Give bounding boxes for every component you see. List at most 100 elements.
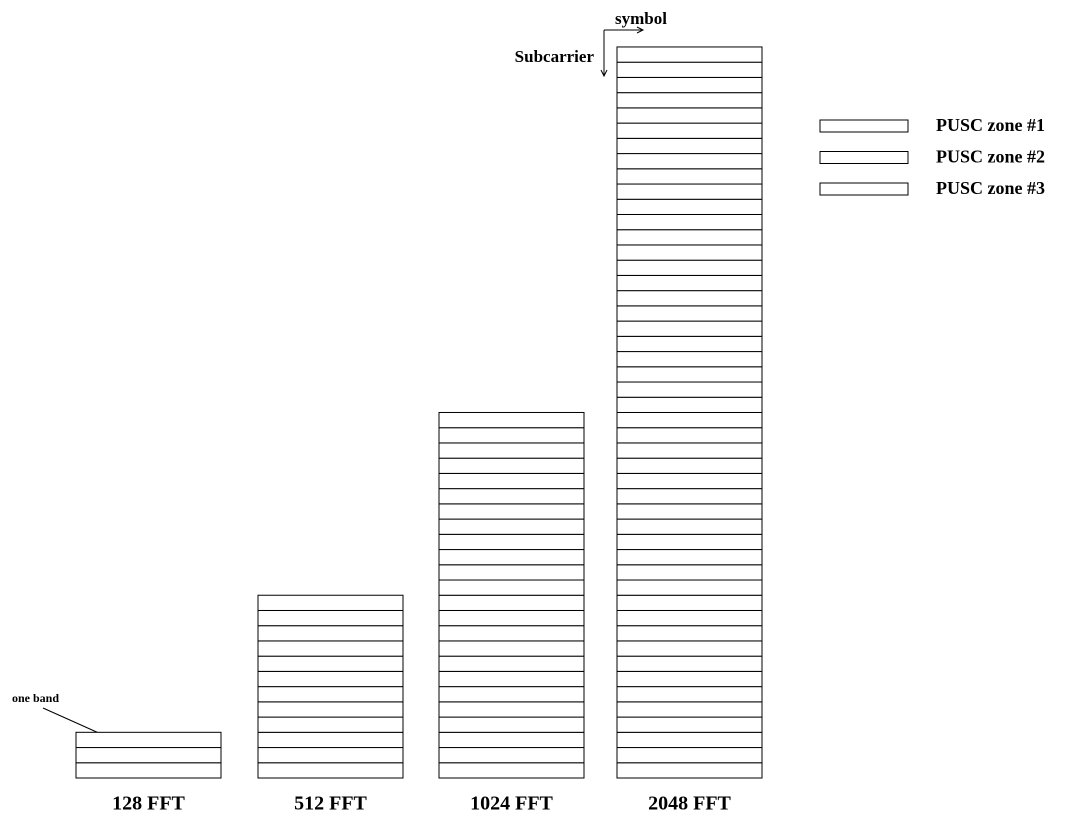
band bbox=[257, 731, 404, 749]
band bbox=[616, 747, 763, 764]
band bbox=[257, 625, 404, 642]
band bbox=[616, 670, 763, 688]
band bbox=[438, 472, 585, 490]
column-label: 1024 FFT bbox=[470, 793, 553, 815]
band bbox=[438, 442, 585, 459]
band bbox=[616, 640, 763, 657]
band bbox=[257, 640, 404, 657]
band bbox=[616, 46, 763, 63]
band bbox=[616, 290, 763, 307]
band bbox=[616, 381, 763, 398]
band bbox=[616, 518, 763, 535]
band bbox=[75, 747, 222, 764]
band bbox=[616, 457, 763, 474]
band bbox=[257, 716, 404, 733]
band bbox=[438, 579, 585, 596]
band bbox=[616, 107, 763, 124]
band bbox=[438, 518, 585, 535]
band bbox=[75, 762, 222, 779]
band bbox=[438, 503, 585, 520]
band bbox=[616, 625, 763, 642]
band bbox=[616, 549, 763, 566]
band bbox=[438, 427, 585, 444]
legend-label: PUSC zone #1 bbox=[936, 115, 1045, 135]
band bbox=[616, 427, 763, 444]
band bbox=[257, 655, 404, 672]
band bbox=[616, 198, 763, 215]
column-label: 512 FFT bbox=[294, 793, 367, 815]
column-label: 2048 FFT bbox=[648, 793, 731, 815]
band bbox=[616, 137, 763, 155]
band bbox=[616, 488, 763, 505]
band bbox=[616, 153, 763, 170]
symbol-arrow bbox=[604, 26, 645, 34]
band bbox=[438, 625, 585, 642]
band bbox=[616, 701, 763, 718]
band bbox=[438, 533, 585, 551]
band bbox=[257, 670, 404, 688]
legend-swatch bbox=[819, 182, 909, 196]
band bbox=[616, 92, 763, 109]
band bbox=[616, 503, 763, 520]
band bbox=[438, 564, 585, 581]
band bbox=[438, 411, 585, 429]
band bbox=[438, 655, 585, 672]
band bbox=[616, 76, 763, 94]
band bbox=[616, 183, 763, 200]
band bbox=[616, 320, 763, 337]
band bbox=[616, 274, 763, 292]
band bbox=[438, 594, 585, 611]
band bbox=[616, 731, 763, 749]
band bbox=[616, 594, 763, 611]
band bbox=[616, 366, 763, 383]
band bbox=[616, 442, 763, 459]
band bbox=[616, 579, 763, 596]
band bbox=[616, 213, 763, 231]
band bbox=[616, 305, 763, 322]
band bbox=[616, 244, 763, 261]
band bbox=[616, 122, 763, 139]
band bbox=[616, 762, 763, 779]
band bbox=[257, 609, 404, 627]
band bbox=[616, 655, 763, 672]
band bbox=[438, 609, 585, 627]
legend-label: PUSC zone #3 bbox=[936, 178, 1045, 198]
legend-label: PUSC zone #2 bbox=[936, 147, 1045, 167]
band bbox=[257, 762, 404, 779]
band bbox=[438, 549, 585, 566]
legend-swatch bbox=[819, 119, 909, 133]
band bbox=[616, 396, 763, 413]
column-label: 128 FFT bbox=[112, 793, 185, 815]
band bbox=[616, 229, 763, 246]
band bbox=[616, 168, 763, 185]
band bbox=[616, 716, 763, 733]
band bbox=[438, 731, 585, 749]
subcarrier-arrow bbox=[600, 30, 608, 78]
band bbox=[438, 762, 585, 779]
band bbox=[438, 670, 585, 688]
band bbox=[616, 335, 763, 353]
band bbox=[616, 564, 763, 581]
band bbox=[257, 686, 404, 703]
band bbox=[616, 609, 763, 627]
legend-swatch bbox=[819, 151, 909, 164]
band bbox=[616, 533, 763, 551]
band bbox=[257, 701, 404, 718]
band bbox=[616, 259, 763, 276]
band bbox=[616, 686, 763, 703]
subcarrier-label: Subcarrier bbox=[515, 47, 595, 66]
annotation: one band bbox=[12, 691, 59, 705]
band bbox=[616, 411, 763, 429]
band bbox=[257, 747, 404, 764]
band bbox=[438, 716, 585, 733]
band bbox=[438, 686, 585, 703]
band bbox=[438, 747, 585, 764]
symbol-label: symbol bbox=[615, 9, 667, 28]
band bbox=[616, 351, 763, 368]
band bbox=[438, 488, 585, 505]
band bbox=[257, 594, 404, 611]
band bbox=[75, 731, 222, 749]
band bbox=[438, 457, 585, 474]
band bbox=[438, 640, 585, 657]
